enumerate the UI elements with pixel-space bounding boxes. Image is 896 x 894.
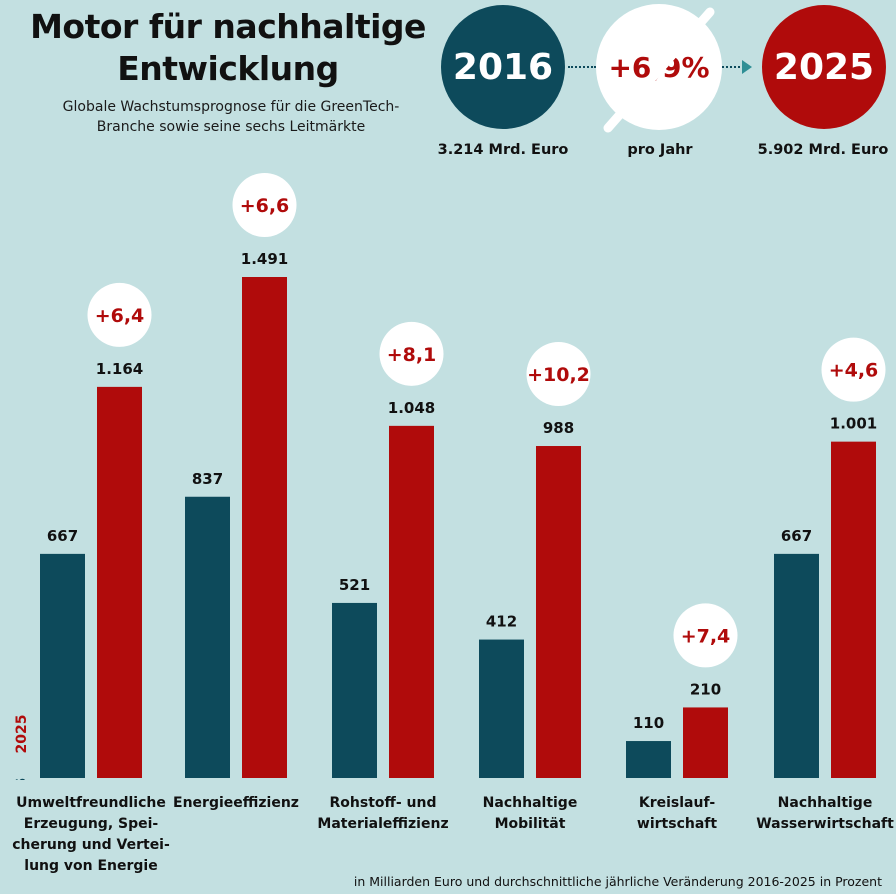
- start-year-circle: 2016: [441, 5, 565, 129]
- value-label-2025: 988: [543, 419, 574, 437]
- growth-badge: [526, 342, 591, 407]
- growth-label: +7,4: [681, 625, 731, 647]
- category-label: Nachhaltige Wasserwirtschaft: [756, 795, 894, 832]
- value-label-2016: 412: [486, 613, 517, 631]
- dotted-connector-right: [722, 66, 740, 68]
- category-label: Rohstoff- und Materialeffizienz: [317, 795, 449, 832]
- footnote: in Milliarden Euro und durchschnittliche…: [353, 874, 882, 889]
- category-label: Kreislauf- wirtschaft: [636, 795, 718, 832]
- value-label-2025: 1.001: [830, 415, 877, 433]
- growth-label: +8,1: [387, 344, 437, 366]
- growth-label: +6,6: [240, 195, 290, 217]
- value-label-2016: 667: [47, 527, 78, 545]
- growth-label: +4,6: [829, 360, 879, 382]
- growth-badge: [87, 282, 152, 347]
- dotted-connector-left: [568, 66, 596, 68]
- rate-unit-label: pro Jahr: [627, 142, 693, 158]
- end-year-circle: 2025: [762, 5, 886, 129]
- value-label-2025: 1.048: [388, 399, 435, 417]
- bar-2016: [40, 553, 85, 778]
- category-label: Energieeffizienz: [173, 795, 299, 811]
- bar-2025: [97, 386, 142, 778]
- bar-2016: [626, 741, 671, 778]
- value-label-2016: 837: [192, 470, 223, 488]
- legend-2025: 2025: [14, 715, 30, 754]
- growth-badge: [232, 173, 297, 237]
- chart-subtitle: Globale Wachstumsprognose für die GreenT…: [62, 99, 400, 135]
- bar-2016: [332, 602, 377, 778]
- bar-2025: [831, 441, 876, 778]
- value-label-2025: 210: [690, 680, 721, 698]
- end-value-label: 5.902 Mrd. Euro: [757, 142, 889, 158]
- bar-2016: [185, 496, 230, 778]
- bar-2025: [536, 446, 581, 778]
- growth-label: +6,4: [95, 305, 145, 327]
- value-label-2025: 1.164: [96, 360, 143, 378]
- bar-2025: [242, 277, 287, 778]
- arrow-right-icon: [742, 60, 752, 74]
- value-label-2025: 1.491: [241, 250, 288, 268]
- bar-2025: [683, 707, 728, 778]
- value-label-2016: 667: [781, 527, 812, 545]
- bar-2016: [774, 553, 819, 778]
- growth-badge: [379, 321, 444, 386]
- growth-badge: [821, 337, 886, 402]
- category-label: Umweltfreundliche Erzeugung, Spei- cheru…: [12, 795, 170, 874]
- chart-title: Motor für nachhaltige Entwicklung: [30, 7, 426, 88]
- value-label-2016: 521: [339, 576, 370, 594]
- growth-label: +10,2: [527, 364, 590, 386]
- growth-badge: [673, 603, 738, 668]
- bar-2016: [479, 639, 524, 778]
- series-legend: 2025 2016: [6, 690, 34, 817]
- legend-2016: 2016: [14, 778, 30, 780]
- bar-2025: [389, 425, 434, 778]
- start-value-label: 3.214 Mrd. Euro: [437, 142, 569, 158]
- category-label: Nachhaltige Mobilität: [482, 795, 578, 832]
- value-label-2016: 110: [633, 714, 664, 732]
- strike-line-icon: [603, 7, 715, 133]
